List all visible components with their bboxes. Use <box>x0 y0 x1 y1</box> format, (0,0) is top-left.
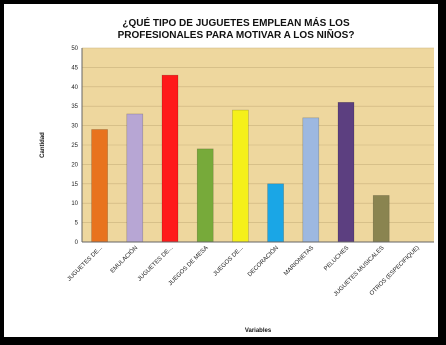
x-axis-label: Variables <box>245 328 272 334</box>
bar <box>91 129 108 243</box>
y-tick-label: 35 <box>71 104 78 110</box>
bar <box>337 102 355 243</box>
x-category-label: MARIONETAS <box>283 245 315 277</box>
y-tick-label: 0 <box>75 240 79 246</box>
bar <box>302 117 320 243</box>
y-axis-label: Cantidad <box>40 132 46 158</box>
y-tick-label: 30 <box>71 124 78 130</box>
chart-title-line-2: PROFESIONALES PARA MOTIVAR A LOS NIÑOS? <box>118 28 355 41</box>
bar <box>196 148 214 243</box>
x-category-label: DECORACIÓN <box>246 244 280 278</box>
y-tick-label: 20 <box>71 162 78 168</box>
bar-chart: ¿QUÉ TIPO DE JUGUETES EMPLEAN MÁS LOS PR… <box>40 16 434 334</box>
x-category-label: JUGUETES DE... <box>67 245 105 283</box>
y-tick-label: 25 <box>71 143 78 149</box>
y-tick-label: 40 <box>71 85 78 91</box>
y-tick-label: 15 <box>71 182 78 188</box>
x-category-label: EMULACIÓN <box>109 244 139 274</box>
bar <box>232 109 249 243</box>
y-axis-ticks: 0 5 10 15 20 25 30 35 40 45 50 <box>71 46 78 246</box>
chart-frame: ¿QUÉ TIPO DE JUGUETES EMPLEAN MÁS LOS PR… <box>2 2 440 339</box>
x-category-label: PELUCHES <box>323 245 350 272</box>
y-tick-label: 50 <box>71 46 78 52</box>
bar <box>161 74 179 243</box>
x-category-label: JUEGOS DE MESA <box>168 245 210 287</box>
chart-title: ¿QUÉ TIPO DE JUGUETES EMPLEAN MÁS LOS PR… <box>118 16 355 41</box>
chart-title-line-1: ¿QUÉ TIPO DE JUGUETES EMPLEAN MÁS LOS <box>122 16 350 29</box>
bar <box>372 195 390 243</box>
y-tick-label: 5 <box>75 221 79 227</box>
bar <box>126 113 144 243</box>
x-category-label: JUGUETES DE... <box>137 245 175 283</box>
bar <box>267 183 284 243</box>
y-tick-label: 45 <box>71 65 78 71</box>
x-category-label: JUEGOS DE... <box>213 245 246 278</box>
y-tick-label: 10 <box>71 201 78 207</box>
